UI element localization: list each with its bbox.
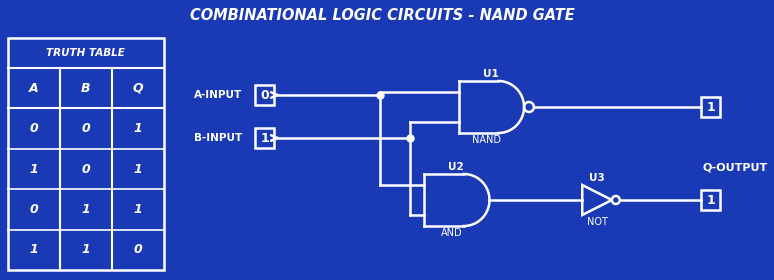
Circle shape — [612, 196, 620, 204]
Text: 0: 0 — [133, 243, 142, 256]
Text: 1: 1 — [133, 203, 142, 216]
Bar — [700, 190, 721, 210]
Circle shape — [524, 102, 534, 112]
Text: 0: 0 — [81, 162, 91, 176]
Bar — [255, 85, 274, 105]
Text: COMBINATIONAL LOGIC CIRCUITS - NAND GATE: COMBINATIONAL LOGIC CIRCUITS - NAND GATE — [190, 8, 574, 22]
Text: TRUTH TABLE: TRUTH TABLE — [46, 48, 125, 58]
Text: 1: 1 — [133, 122, 142, 135]
Text: U2: U2 — [448, 162, 464, 172]
Text: 1: 1 — [81, 203, 91, 216]
Text: A: A — [29, 82, 39, 95]
Text: 0: 0 — [81, 122, 91, 135]
Text: 1: 1 — [133, 162, 142, 176]
Bar — [255, 128, 274, 148]
Text: U3: U3 — [589, 173, 605, 183]
Text: 1: 1 — [706, 193, 715, 207]
Bar — [700, 97, 721, 117]
Text: AND: AND — [441, 228, 463, 238]
Text: 1: 1 — [706, 101, 715, 113]
Text: U1: U1 — [483, 69, 498, 79]
Text: 1: 1 — [260, 132, 269, 144]
Text: 1: 1 — [29, 243, 38, 256]
Text: A-INPUT: A-INPUT — [194, 90, 241, 100]
Bar — [8, 38, 164, 270]
Polygon shape — [582, 185, 612, 215]
Text: B: B — [81, 82, 91, 95]
Text: 0: 0 — [260, 88, 269, 102]
Text: Q: Q — [132, 82, 143, 95]
Text: B-INPUT: B-INPUT — [194, 133, 241, 143]
Text: NOT: NOT — [587, 217, 608, 227]
Text: 1: 1 — [29, 162, 38, 176]
Text: 0: 0 — [29, 203, 38, 216]
Text: Q-OUTPUT: Q-OUTPUT — [703, 162, 768, 172]
Text: NAND: NAND — [472, 135, 501, 145]
Text: 0: 0 — [29, 122, 38, 135]
Text: 1: 1 — [81, 243, 91, 256]
